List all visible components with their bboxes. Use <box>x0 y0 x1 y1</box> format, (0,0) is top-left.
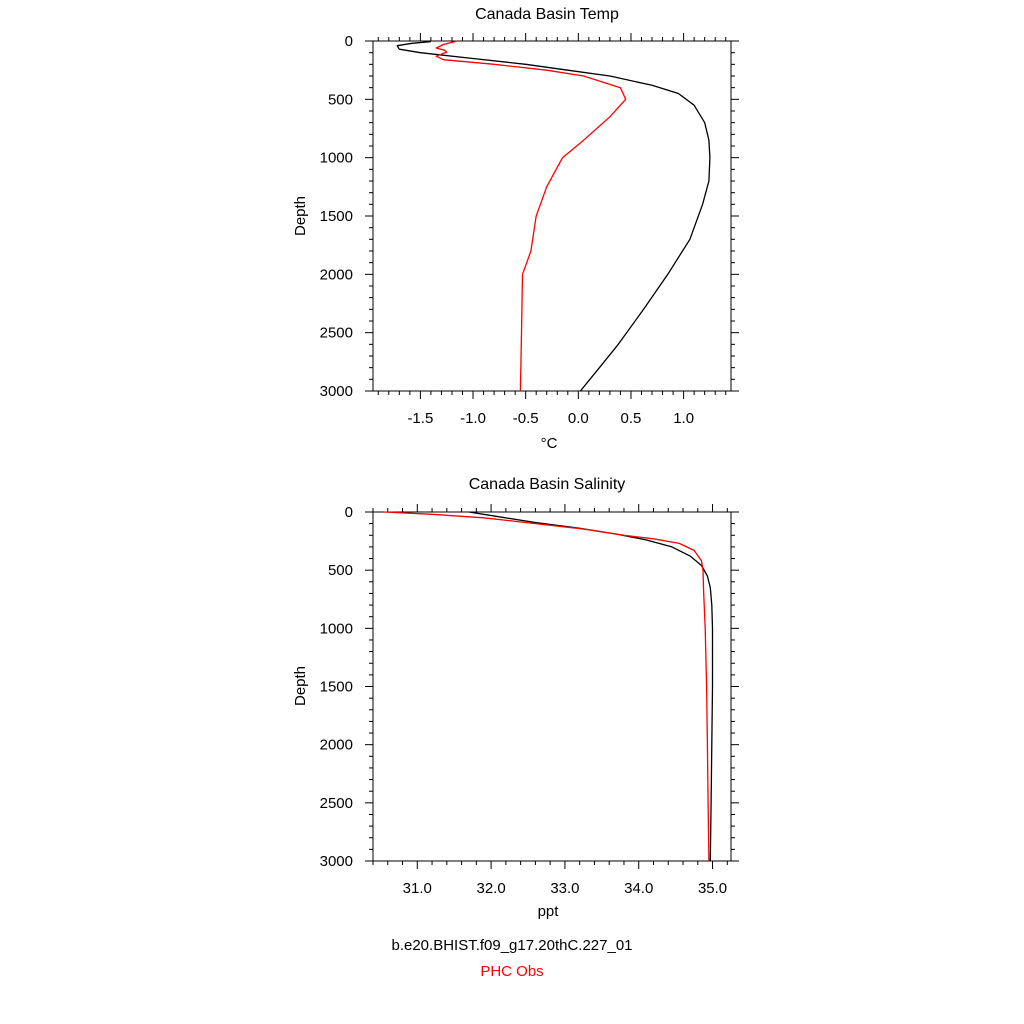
salinity-series-obs-line <box>384 511 710 862</box>
salinity-y-tick-label: 500 <box>328 562 353 579</box>
temp-y-tick-label: 1000 <box>320 150 353 167</box>
salinity-x-axis-label: ppt <box>538 903 560 920</box>
salinity-y-tick-label: 1000 <box>320 620 353 637</box>
temp-x-tick-label: 0.0 <box>568 410 589 427</box>
temp-x-tick-label: 0.5 <box>621 410 642 427</box>
salinity-series-model-line <box>468 511 714 862</box>
temp-y-tick-label: 3000 <box>320 383 353 400</box>
legend-model-label: b.e20.BHIST.f09_g17.20thC.227_01 <box>391 937 633 954</box>
salinity-plot-frame <box>372 511 732 862</box>
temp-y-tick-label: 2000 <box>320 266 353 283</box>
temp-y-tick-label: 0 <box>345 33 353 50</box>
temp-x-tick-label: -1.0 <box>460 410 486 427</box>
temp-x-tick-label: -1.5 <box>407 410 433 427</box>
temp-x-tick-label: -0.5 <box>513 410 539 427</box>
temp-series-obs-line <box>435 40 627 392</box>
temp-x-tick-label: 1.0 <box>673 410 694 427</box>
temp-chart-title: Canada Basin Temp <box>475 6 619 23</box>
temp-y-axis-label: Depth <box>292 196 309 236</box>
salinity-x-tick-label: 33.0 <box>550 880 579 897</box>
temp-y-tick-label: 500 <box>328 91 353 108</box>
salinity-x-tick-label: 31.0 <box>403 880 432 897</box>
salinity-y-tick-label: 0 <box>345 504 353 521</box>
salinity-y-axis-label: Depth <box>292 666 309 706</box>
temp-series-model-line <box>396 40 711 392</box>
temp-panel: Canada Basin Temp Depth °C -1.5 -1.0 -0.5 0… <box>292 6 739 452</box>
salinity-x-tick-label: 35.0 <box>698 880 727 897</box>
temp-x-axis-label: °C <box>541 435 558 452</box>
salinity-y-tick-label: 2000 <box>320 737 353 754</box>
salinity-x-tick-label: 32.0 <box>477 880 506 897</box>
salinity-y-tick-label: 3000 <box>320 853 353 870</box>
temp-y-tick-label: 1500 <box>320 208 353 225</box>
salinity-y-tick-label: 1500 <box>320 679 353 696</box>
salinity-x-tick-label: 34.0 <box>624 880 653 897</box>
salinity-y-tick-label: 2500 <box>320 795 353 812</box>
salinity-chart-title: Canada Basin Salinity <box>469 476 626 493</box>
legend-obs-label: PHC Obs <box>480 963 544 980</box>
salinity-panel: Canada Basin Salinity Depth ppt 31.0 32.0… <box>292 476 739 920</box>
temp-y-tick-label: 2500 <box>320 325 353 342</box>
